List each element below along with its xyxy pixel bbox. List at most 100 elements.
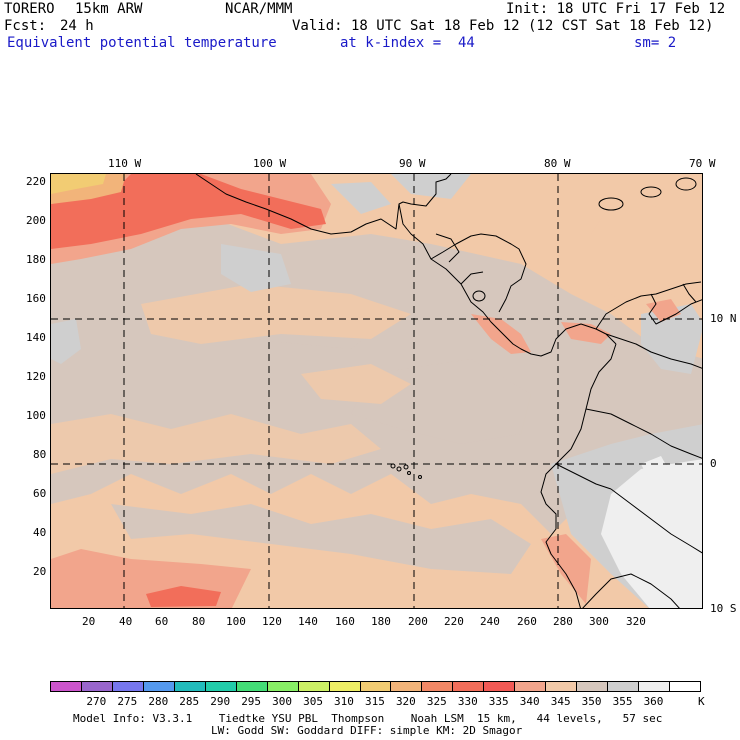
organization: NCAR/MMM [225, 1, 293, 17]
field-region-355 [601, 459, 702, 608]
x-tick: 220 [444, 615, 464, 628]
colorbar-swatch [483, 681, 516, 692]
colorbar-unit: K [698, 695, 705, 708]
field-region-355 [641, 456, 671, 484]
model-resolution: 15km ARW [75, 1, 143, 17]
colorbar-label: 300 [272, 695, 293, 708]
colorbar-label: 270 [86, 695, 107, 708]
colorbar-swatch [204, 681, 237, 692]
colorbar-label: 280 [148, 695, 169, 708]
y-tick: 120 [26, 370, 46, 383]
field-region-350 [51, 319, 81, 364]
lon-label-80w: 80 W [544, 157, 571, 170]
x-tick: 120 [262, 615, 282, 628]
field-region-340 [141, 284, 411, 344]
colorbar-swatch [359, 681, 392, 692]
colorbar-swatch [80, 681, 113, 692]
field-region-335 [561, 322, 611, 344]
colorbar-label: 350 [581, 695, 602, 708]
model-info-line-2: LW: Godd SW: Goddard DIFF: simple KM: 2D… [211, 724, 523, 737]
field-region-340 [301, 364, 411, 404]
model-name: TORERO [4, 1, 55, 17]
field-region-350 [391, 174, 471, 199]
colorbar-swatch [50, 681, 82, 692]
field-region-330 [146, 586, 221, 607]
field-region-340 [51, 414, 381, 474]
x-tick: 260 [517, 615, 537, 628]
colorbar-swatch [607, 681, 640, 692]
x-tick: 320 [626, 615, 646, 628]
x-tick: 40 [119, 615, 133, 628]
y-tick: 100 [26, 409, 46, 422]
x-tick: 100 [226, 615, 246, 628]
x-tick: 200 [408, 615, 428, 628]
field-region-335 [471, 314, 531, 354]
colorbar-label: 355 [612, 695, 633, 708]
colorbar-label: 345 [550, 695, 571, 708]
colorbar-swatch [545, 681, 578, 692]
level-info: at k-index = 44 [340, 35, 475, 51]
field-region-345 [111, 504, 531, 574]
colorbar-label: 330 [457, 695, 478, 708]
colorbar-label: 295 [241, 695, 262, 708]
colorbar-swatch [576, 681, 609, 692]
colorbar-swatch [669, 681, 701, 692]
colorbar-swatch [390, 681, 423, 692]
field-region-330 [51, 174, 326, 249]
lat-lon-grid [51, 174, 702, 608]
x-tick: 300 [589, 615, 609, 628]
x-tick: 180 [371, 615, 391, 628]
field-region-350 [641, 304, 702, 374]
y-tick: 140 [26, 331, 46, 344]
forecast-hour: 24 h [60, 18, 94, 34]
colorbar-swatch [297, 681, 330, 692]
islands [390, 177, 697, 479]
colorbar-swatch [266, 681, 299, 692]
colorbar-swatch [173, 681, 206, 692]
colorbar-swatch [638, 681, 671, 692]
field-name: Equivalent potential temperature [7, 35, 277, 51]
y-tick: 20 [33, 565, 47, 578]
colorbar-swatch [421, 681, 454, 692]
colorbar-swatch [328, 681, 361, 692]
x-tick: 140 [298, 615, 318, 628]
x-tick: 80 [192, 615, 206, 628]
x-tick: 280 [553, 615, 573, 628]
field-region-320 [51, 174, 106, 194]
lon-label-100w: 100 W [253, 157, 287, 170]
colorbar-swatch [142, 681, 175, 692]
colorbar-swatch [111, 681, 144, 692]
y-tick: 200 [26, 214, 46, 227]
y-tick: 180 [26, 253, 46, 266]
coastlines [195, 174, 702, 608]
colorbar-label: 320 [395, 695, 416, 708]
colorbar-swatch [235, 681, 268, 692]
lon-label-90w: 90 W [399, 157, 426, 170]
field-region-335 [541, 534, 591, 604]
y-tick: 40 [33, 526, 47, 539]
field-region-350 [221, 244, 291, 292]
x-tick: 20 [82, 615, 96, 628]
x-tick: 240 [480, 615, 500, 628]
lat-label-10n: 10 N [710, 312, 737, 325]
x-tick: 60 [155, 615, 169, 628]
colorbar-label: 290 [210, 695, 231, 708]
colorbar-label: 275 [117, 695, 138, 708]
lat-label-equator: 0 [710, 457, 717, 470]
field-region-350 [331, 182, 391, 214]
forecast-label: Fcst: [4, 18, 47, 34]
colorbar-label: 310 [334, 695, 354, 708]
map-panel [50, 173, 703, 609]
theta-e-field-map [51, 174, 702, 608]
model-info-line-1: Model Info: V3.3.1 Tiedtke YSU PBL Thomp… [73, 712, 663, 725]
colorbar-label: 285 [179, 695, 200, 708]
lon-label-70w: 70 W [689, 157, 716, 170]
colorbar-swatch [514, 681, 547, 692]
init-time: Init: 18 UTC Fri 17 Feb 12 [506, 1, 726, 17]
valid-time: Valid: 18 UTC Sat 18 Feb 12 (12 CST Sat … [292, 18, 714, 34]
colorbar-label: 315 [365, 695, 385, 708]
lon-label-110w: 110 W [108, 157, 142, 170]
colorbar-label: 335 [488, 695, 509, 708]
smoothing-info: sm= 2 [634, 35, 677, 51]
x-tick: 160 [335, 615, 355, 628]
